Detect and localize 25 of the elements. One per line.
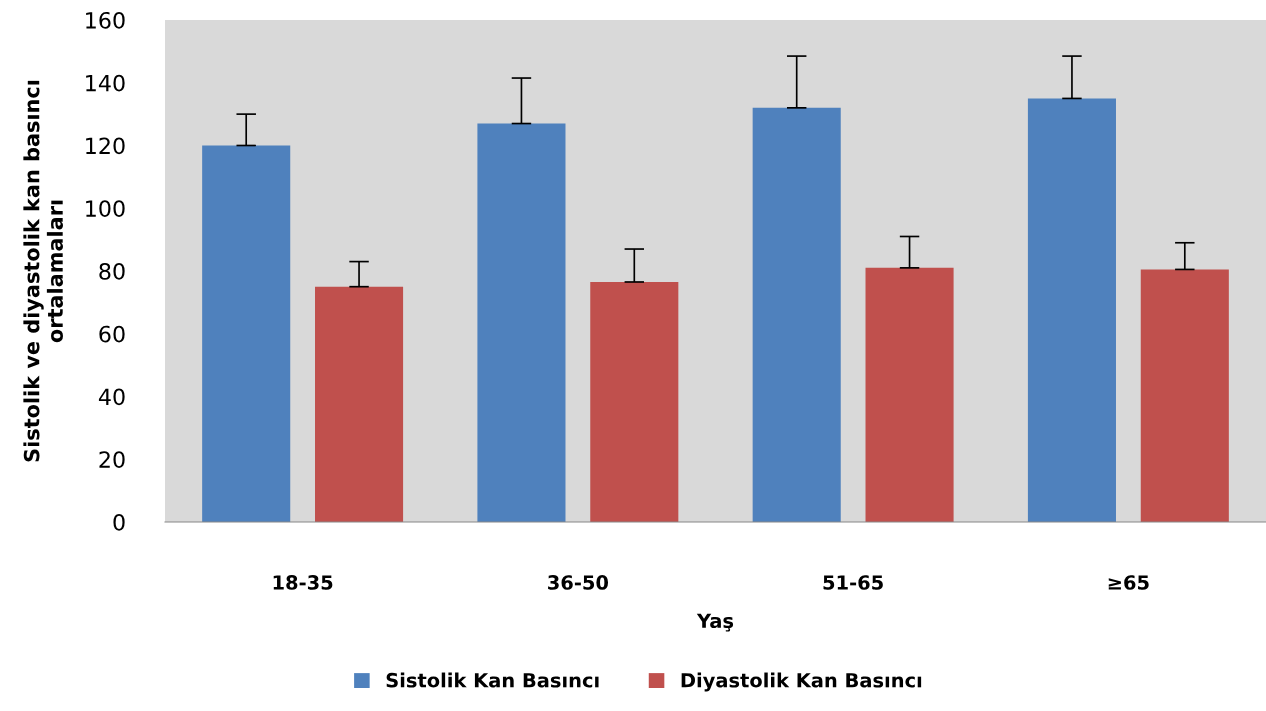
bar: [1140, 269, 1229, 522]
y-tick-label: 40: [98, 388, 125, 406]
y-tick-label: 80: [99, 262, 125, 280]
bar: [1027, 98, 1116, 522]
y-tick-label: 60: [99, 325, 125, 343]
y-tick-label: 160: [86, 11, 125, 29]
legend-label: Sistolik Kan Basıncı: [386, 672, 599, 688]
bar: [202, 145, 291, 522]
x-axis-title: Yaş: [696, 613, 734, 632]
y-tick-label: 100: [86, 200, 125, 218]
x-tick-label: ≥65: [1108, 575, 1149, 590]
y-tick-label: 20: [99, 451, 125, 469]
bar: [315, 286, 404, 522]
y-tick-label: 120: [86, 137, 125, 155]
bar: [477, 123, 566, 522]
bar: [752, 107, 841, 522]
bar: [590, 281, 679, 522]
y-axis-title: Sistolik ve diyastolik kan basıncı ortalamaları: [23, 80, 63, 462]
x-tick-label: 36-50: [548, 575, 609, 590]
bar: [865, 267, 954, 522]
y-tick-label: 140: [86, 74, 125, 92]
legend-label: Diyastolik Kan Basıncı: [681, 672, 922, 692]
y-tick-label: 0: [113, 513, 125, 531]
x-tick-label: 18-35: [273, 575, 333, 590]
x-tick-label: 51-65: [823, 575, 883, 590]
